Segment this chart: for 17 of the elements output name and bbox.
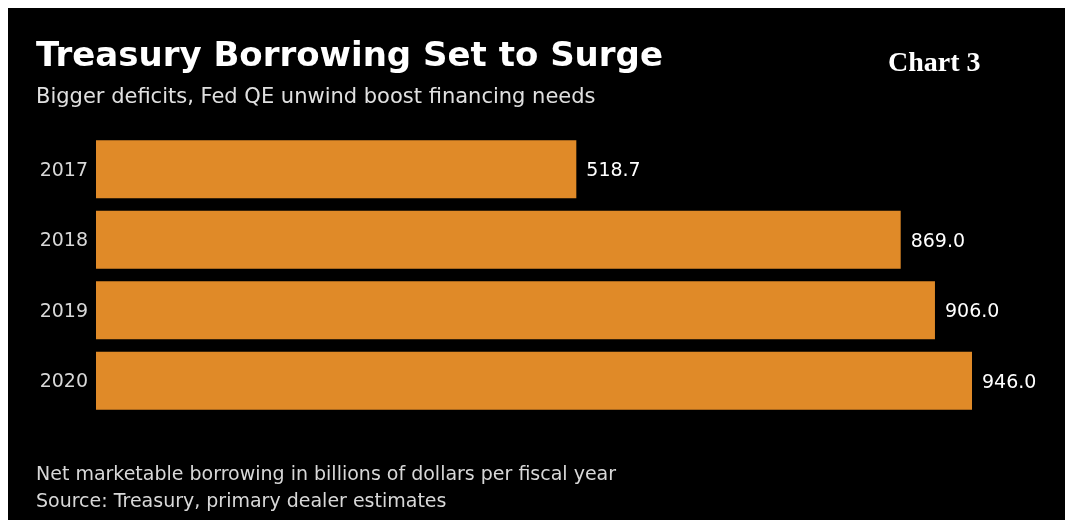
data-label: 906.0 (944, 299, 1000, 322)
caption: Chart 3 (888, 46, 981, 78)
bar (96, 351, 972, 410)
data-label: 869.0 (910, 228, 966, 251)
y-tick-label: 2018 (39, 228, 88, 251)
y-tick-label: 2020 (39, 369, 88, 392)
chart-subtitle: Bigger deficits, Fed QE unwind boost financing needs (36, 84, 596, 108)
bar (96, 210, 901, 269)
bar (96, 140, 577, 199)
chart-title: Treasury Borrowing Set to Surge (36, 34, 663, 74)
data-label: 518.7 (586, 158, 641, 181)
y-tick-label: 2017 (39, 157, 88, 180)
text: Net marketable borrowing in billions of dollars per fiscal year (36, 461, 617, 486)
source-note: Source: Treasury, primary dealer estimates (36, 488, 448, 513)
data-label: 946.0 (982, 369, 1037, 392)
bar (96, 281, 935, 340)
y-tick-label: 2019 (39, 298, 88, 321)
